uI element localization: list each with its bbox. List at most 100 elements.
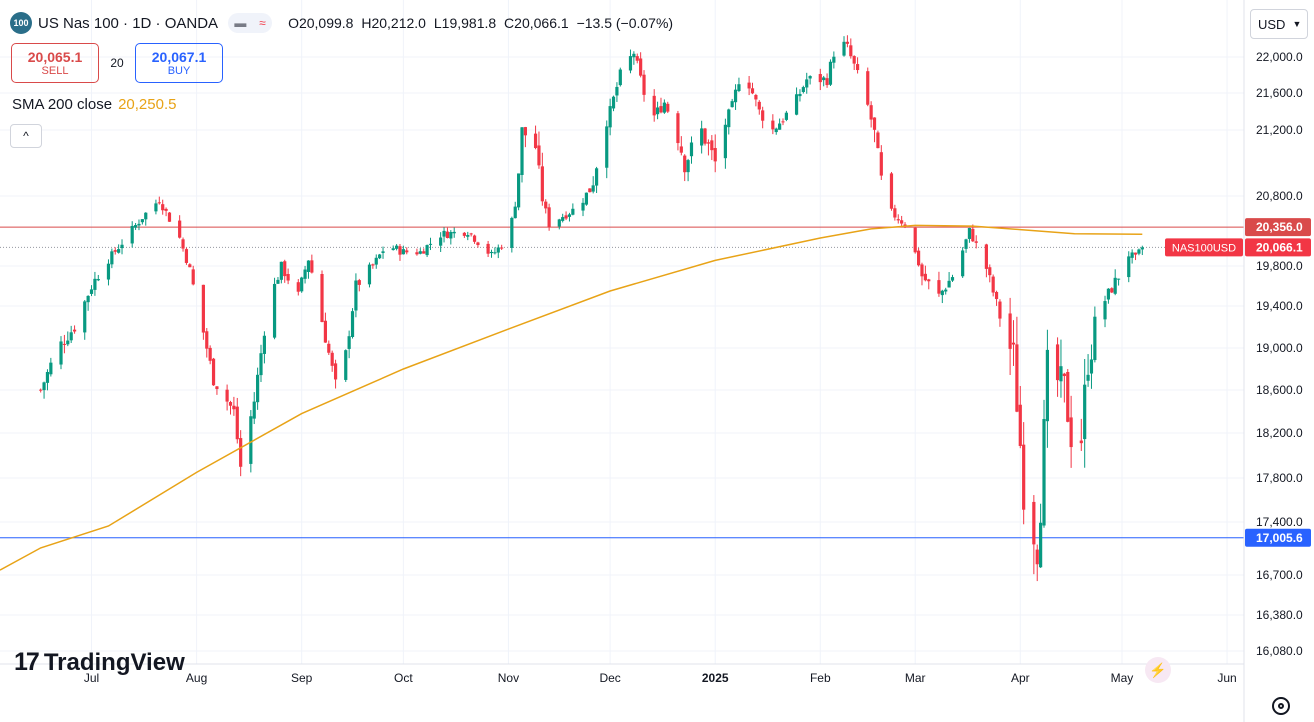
support-tag-label: 17,005.6	[1256, 531, 1303, 545]
candle-body	[961, 250, 965, 277]
candle-body	[855, 64, 860, 71]
candle-body	[618, 69, 622, 86]
candle-body	[279, 261, 283, 280]
candle-body	[774, 128, 778, 133]
candle-body	[1011, 342, 1016, 345]
candle-body	[676, 113, 680, 144]
candle-body	[286, 273, 290, 281]
candle-body	[754, 94, 758, 100]
candle-body	[852, 56, 856, 64]
candle-body	[703, 128, 707, 144]
candle-body	[784, 112, 788, 120]
candle-body	[1042, 419, 1046, 526]
candle-body	[466, 235, 470, 237]
candle-body	[1116, 278, 1121, 280]
candle-body	[272, 283, 277, 338]
candle-body	[211, 358, 216, 386]
wave-icon[interactable]: ≈	[259, 16, 266, 30]
candle-body	[350, 311, 355, 338]
candle-body	[442, 230, 446, 237]
candle-body	[832, 56, 836, 63]
ohlc-readout: O20,099.8 H20,212.0 L19,981.8 C20,066.1 …	[288, 15, 674, 31]
candle-body	[655, 107, 660, 115]
candle-body	[181, 239, 185, 249]
candle-body	[666, 103, 670, 112]
candle-body	[615, 86, 619, 96]
time-axis[interactable]: Jul Aug Sep Oct Nov Dec 2025 Feb Mar Apr May Jun	[84, 671, 1237, 685]
sma-legend[interactable]: SMA 200 close 20,250.5	[12, 96, 177, 113]
candle-body	[367, 264, 372, 285]
candle-body	[462, 232, 466, 236]
candle-body	[1079, 440, 1083, 444]
candle-body	[913, 227, 917, 253]
candle-body	[723, 124, 727, 159]
candle-body	[333, 363, 338, 380]
candle-body	[106, 263, 111, 280]
candle-body	[357, 280, 361, 285]
candle-body	[496, 247, 500, 253]
candle-body	[418, 251, 422, 254]
grid-lines	[0, 0, 1244, 664]
candle-body	[1008, 313, 1012, 349]
candle-body	[611, 96, 616, 109]
candle-body	[178, 220, 182, 238]
candle-body	[1015, 344, 1019, 412]
candle-body	[154, 203, 158, 212]
candle-body	[110, 251, 114, 265]
dash-icon[interactable]: ▬	[234, 16, 247, 30]
candle-body	[944, 289, 948, 292]
time-tick-label: Oct	[394, 671, 413, 685]
sell-button[interactable]: 20,065.1 SELL	[11, 43, 99, 83]
candle-body	[584, 192, 589, 205]
candle-body	[632, 53, 636, 58]
candle-body	[1035, 549, 1039, 565]
symbol-tag	[1165, 238, 1243, 257]
candle-body	[381, 251, 385, 253]
price-tick-label: 17,800.0	[1256, 471, 1303, 485]
candle-body	[750, 88, 755, 94]
lightning-icon[interactable]: ⚡	[1145, 657, 1171, 683]
candle-body	[608, 106, 612, 128]
candle-body	[300, 277, 304, 292]
price-tick-label: 22,000.0	[1256, 50, 1303, 64]
candle-body	[228, 402, 233, 406]
price-tick-label: 16,380.0	[1256, 608, 1303, 622]
time-tick-label: Sep	[291, 671, 313, 685]
indicator-toggle-pill[interactable]: ▬ ≈	[228, 13, 273, 33]
candle-body	[686, 160, 690, 173]
tradingview-logo: 17 TradingView	[14, 648, 185, 677]
candle-body	[428, 243, 433, 245]
candle-body	[893, 208, 897, 218]
candle-body	[310, 260, 314, 273]
candle-body	[117, 249, 121, 253]
candle-body	[801, 87, 805, 92]
collapse-legend-button[interactable]: ^	[10, 124, 42, 148]
candle-body	[1069, 417, 1073, 448]
time-tick-label: Nov	[498, 671, 519, 685]
candle-body	[635, 56, 639, 61]
symbol-logo[interactable]: 100	[10, 12, 32, 34]
candle-body	[130, 225, 134, 244]
chart-settings-icon[interactable]	[1272, 697, 1290, 715]
candle-body	[249, 416, 253, 464]
candle-body	[605, 126, 609, 168]
trade-panel: 20,065.1 SELL 20 20,067.1 BUY	[11, 43, 223, 83]
candle-body	[700, 128, 704, 146]
buy-button[interactable]: 20,067.1 BUY	[135, 43, 223, 83]
candle-body	[232, 405, 236, 410]
price-axis[interactable]: 16,080.016,380.016,700.017,000.017,400.0…	[1256, 50, 1303, 658]
candle-body	[889, 173, 894, 209]
candle-body	[445, 231, 450, 238]
support-tag	[1245, 528, 1311, 547]
candle-body	[283, 261, 287, 277]
candle-body	[798, 93, 802, 97]
candle-body	[66, 340, 70, 345]
currency-select[interactable]: USD ▼	[1250, 9, 1308, 39]
candle-body	[140, 219, 144, 223]
candle-body	[59, 341, 63, 365]
price-tick-label: 16,700.0	[1256, 568, 1303, 582]
candle-body	[391, 248, 395, 251]
symbol-title[interactable]: US Nas 100 · 1D · OANDA	[38, 14, 219, 32]
candle-body	[239, 438, 243, 467]
